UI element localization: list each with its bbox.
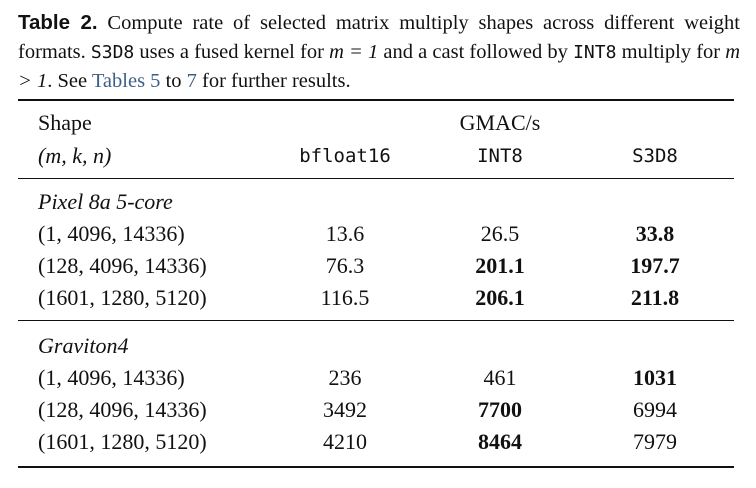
caption: Table 2. Compute rate of selected matrix… (18, 8, 740, 96)
cell-value: 1031 (633, 365, 677, 390)
group-name: Graviton4 (38, 333, 129, 358)
header-shape-sub: (m, k, n) (38, 143, 112, 168)
caption-ref[interactable]: Tables 5 (91, 70, 161, 92)
caption-math: m > 1 (18, 41, 741, 92)
header-shape: Shape (38, 110, 92, 135)
cell-value: 6994 (633, 397, 677, 422)
column-header: S3D8 (632, 145, 678, 167)
cell-value: 3492 (323, 397, 367, 422)
row-shape: (1, 4096, 14336) (38, 365, 185, 390)
row-shape: (1601, 1280, 5120) (38, 429, 207, 454)
bottom-rule (18, 466, 734, 468)
cell-value: 197.7 (630, 253, 680, 278)
caption-text: for further results. (202, 70, 351, 92)
caption-label: Table 2. (18, 11, 98, 34)
cell-value: 8464 (478, 429, 522, 454)
column-header: INT8 (477, 145, 523, 167)
caption-code: S3D8 (90, 42, 135, 63)
caption-text: . See (47, 70, 88, 92)
caption-text: and a cast followed by (383, 41, 568, 63)
row-shape: (128, 4096, 14336) (38, 397, 207, 422)
row-shape: (1, 4096, 14336) (38, 221, 185, 246)
caption-ref[interactable]: 7 (186, 70, 197, 92)
cell-value: 201.1 (475, 253, 525, 278)
column-header: bfloat16 (299, 145, 391, 167)
caption-code: INT8 (573, 42, 617, 63)
caption-math: m = 1 (329, 41, 379, 63)
row-shape: (128, 4096, 14336) (38, 253, 207, 278)
cell-value: 4210 (323, 429, 367, 454)
cell-value: 116.5 (320, 285, 370, 310)
header-metric: GMAC/s (459, 110, 541, 135)
cell-value: 33.8 (635, 221, 675, 246)
group-name: Pixel 8a 5-core (38, 189, 173, 214)
caption-text: to (165, 70, 182, 92)
cell-value: 76.3 (325, 253, 365, 278)
caption-text: uses a fused kernel for (139, 41, 324, 63)
cell-value: 13.6 (325, 221, 365, 246)
caption-text: Compute rate of selected matrix multiply… (18, 12, 740, 63)
cell-value: 7700 (478, 397, 522, 422)
group-rule (18, 320, 734, 321)
mid-rule (18, 178, 734, 179)
caption-text: multiply for (621, 41, 721, 63)
row-shape: (1601, 1280, 5120) (38, 285, 207, 310)
cell-value: 236 (328, 365, 362, 390)
cell-value: 26.5 (480, 221, 520, 246)
cell-value: 461 (483, 365, 517, 390)
cell-value: 7979 (633, 429, 677, 454)
top-rule (18, 99, 734, 101)
cell-value: 211.8 (630, 285, 680, 310)
cell-value: 206.1 (475, 285, 525, 310)
